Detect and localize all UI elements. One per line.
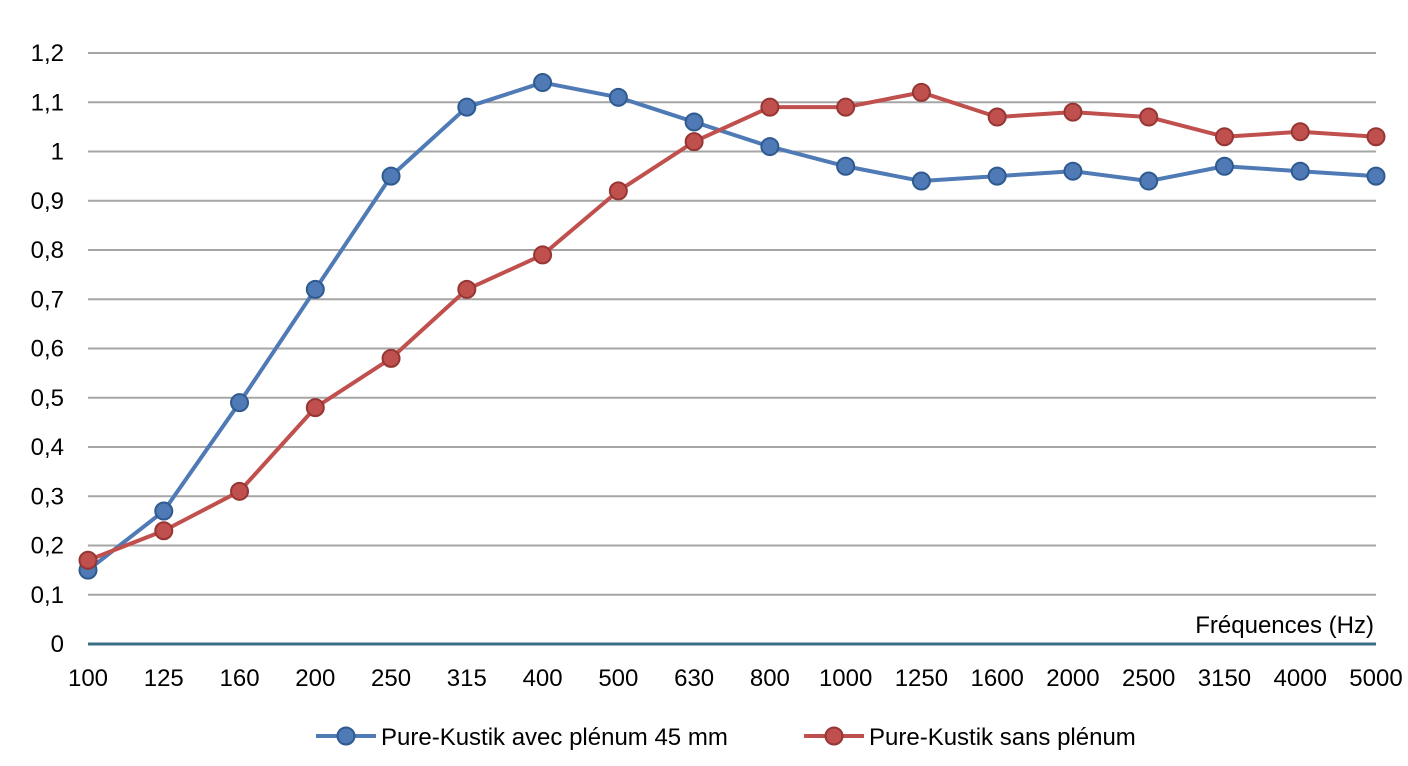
y-tick-label: 0,9 <box>31 188 64 215</box>
data-point <box>1139 107 1159 127</box>
data-point <box>836 156 856 176</box>
y-tick-label: 0 <box>51 631 64 658</box>
data-point <box>78 550 98 570</box>
data-point <box>608 181 628 201</box>
data-point <box>760 137 780 157</box>
legend-item: Pure-Kustik sans plénum <box>804 724 1136 751</box>
data-point <box>987 166 1007 186</box>
data-point <box>1366 166 1386 186</box>
data-point <box>305 279 325 299</box>
data-point <box>381 166 401 186</box>
x-axis-title: Fréquences (Hz) <box>1195 612 1374 639</box>
x-tick-label: 250 <box>371 665 411 692</box>
data-point <box>457 97 477 117</box>
y-tick-label: 0,7 <box>31 286 64 313</box>
x-tick-label: 1000 <box>819 665 872 692</box>
data-point <box>1214 156 1234 176</box>
gridlines <box>88 52 1376 596</box>
legend-item: Pure-Kustik avec plénum 45 mm <box>316 724 728 751</box>
x-tick-label: 5000 <box>1349 665 1402 692</box>
x-tick-label: 1600 <box>970 665 1023 692</box>
data-point <box>684 132 704 152</box>
data-point <box>911 171 931 191</box>
data-point <box>533 245 553 265</box>
x-tick-label: 400 <box>523 665 563 692</box>
series-2 <box>78 82 1386 570</box>
y-tick-label: 1 <box>51 139 64 166</box>
data-point <box>381 348 401 368</box>
x-tick-label: 2500 <box>1122 665 1175 692</box>
series-1 <box>78 73 1386 580</box>
y-tick-label: 0,6 <box>31 336 64 363</box>
y-tick-label: 0,3 <box>31 483 64 510</box>
x-tick-label: 630 <box>674 665 714 692</box>
data-point <box>230 393 250 413</box>
y-tick-label: 0,1 <box>31 582 64 609</box>
data-point <box>760 97 780 117</box>
data-point <box>1290 161 1310 181</box>
y-tick-label: 0,5 <box>31 385 64 412</box>
y-tick-label: 0,4 <box>31 434 64 461</box>
data-point <box>533 73 553 93</box>
data-point <box>1366 127 1386 147</box>
x-tick-label: 3150 <box>1198 665 1251 692</box>
y-tick-label: 0,8 <box>31 237 64 264</box>
x-tick-label: 2000 <box>1046 665 1099 692</box>
legend: Pure-Kustik avec plénum 45 mm Pure-Kustik… <box>316 724 1136 751</box>
y-tick-label: 0,2 <box>31 533 64 560</box>
x-tick-label: 200 <box>295 665 335 692</box>
data-point <box>305 398 325 418</box>
data-point <box>1139 171 1159 191</box>
series-layer <box>78 73 1386 580</box>
series-line <box>87 90 1377 563</box>
data-point <box>608 87 628 107</box>
x-tick-label: 125 <box>144 665 184 692</box>
data-point <box>987 107 1007 127</box>
legend-label: Pure-Kustik sans plénum <box>869 724 1136 751</box>
x-tick-label: 4000 <box>1274 665 1327 692</box>
data-point <box>911 82 931 102</box>
y-axis-tick-labels: 0 0,1 0,2 0,3 0,4 0,5 0,6 0,7 0,8 0,9 1 1,1 1,2 <box>31 40 64 658</box>
x-tick-label: 800 <box>750 665 790 692</box>
y-tick-label: 1,2 <box>31 40 64 67</box>
x-tick-label: 1250 <box>895 665 948 692</box>
x-tick-label: 100 <box>68 665 108 692</box>
x-tick-label: 500 <box>598 665 638 692</box>
data-point <box>684 112 704 132</box>
legend-marker <box>336 726 356 746</box>
data-point <box>154 501 174 521</box>
x-axis-tick-labels: 100 125 160 200 250 315 400 500 630 800 1000 1250 16… <box>68 665 1403 692</box>
data-point <box>1290 122 1310 142</box>
x-tick-label: 160 <box>220 665 260 692</box>
data-point <box>1063 161 1083 181</box>
data-point <box>836 97 856 117</box>
y-tick-label: 1,1 <box>31 89 64 116</box>
data-point <box>230 481 250 501</box>
data-point <box>1214 127 1234 147</box>
data-point <box>457 279 477 299</box>
data-point <box>154 521 174 541</box>
series-line <box>86 80 1377 572</box>
legend-marker <box>824 726 844 746</box>
data-point <box>1063 102 1083 122</box>
x-tick-label: 315 <box>447 665 487 692</box>
legend-label: Pure-Kustik avec plénum 45 mm <box>381 724 728 751</box>
